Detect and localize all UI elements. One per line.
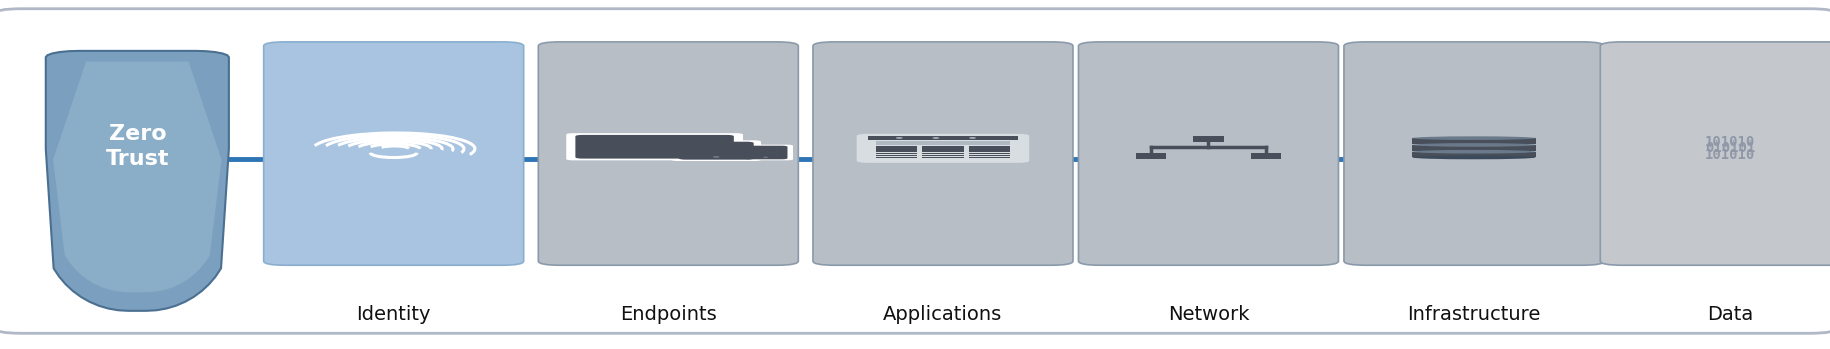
- Bar: [1411, 145, 1535, 151]
- Circle shape: [968, 137, 975, 139]
- Text: Zero
Trust: Zero Trust: [106, 124, 168, 169]
- Text: Infrastructure: Infrastructure: [1407, 305, 1539, 324]
- Ellipse shape: [1411, 143, 1535, 147]
- Bar: [968, 146, 1010, 152]
- Bar: [1250, 153, 1281, 159]
- FancyBboxPatch shape: [672, 140, 761, 161]
- FancyBboxPatch shape: [565, 133, 743, 160]
- FancyBboxPatch shape: [264, 42, 523, 265]
- Circle shape: [763, 157, 767, 158]
- FancyBboxPatch shape: [1343, 42, 1603, 265]
- Bar: [922, 154, 963, 155]
- FancyBboxPatch shape: [1078, 42, 1338, 265]
- FancyBboxPatch shape: [538, 42, 798, 265]
- Bar: [922, 155, 963, 156]
- Text: 101010: 101010: [1704, 134, 1755, 149]
- Text: 010101: 010101: [1704, 141, 1755, 155]
- Text: Data: Data: [1706, 305, 1753, 324]
- Polygon shape: [53, 61, 221, 292]
- FancyBboxPatch shape: [856, 134, 1028, 163]
- Circle shape: [931, 137, 939, 139]
- Bar: [968, 154, 1010, 155]
- Bar: [875, 154, 917, 155]
- FancyBboxPatch shape: [813, 42, 1072, 265]
- Circle shape: [712, 156, 719, 158]
- Text: 101010: 101010: [1704, 148, 1755, 162]
- Text: Endpoints: Endpoints: [620, 305, 716, 324]
- FancyBboxPatch shape: [575, 135, 734, 158]
- Bar: [875, 157, 917, 158]
- Polygon shape: [46, 51, 229, 311]
- Bar: [922, 157, 963, 158]
- Text: Applications: Applications: [882, 305, 1003, 324]
- Bar: [1411, 138, 1535, 144]
- Bar: [875, 146, 917, 152]
- FancyBboxPatch shape: [1599, 42, 1830, 265]
- Bar: [875, 141, 1010, 145]
- Ellipse shape: [1411, 136, 1535, 140]
- FancyBboxPatch shape: [743, 146, 787, 159]
- Bar: [1411, 152, 1535, 157]
- Bar: [1193, 136, 1222, 142]
- Ellipse shape: [1411, 156, 1535, 159]
- Bar: [1135, 153, 1166, 159]
- FancyBboxPatch shape: [0, 9, 1830, 333]
- FancyBboxPatch shape: [679, 142, 754, 159]
- Circle shape: [895, 137, 902, 139]
- Bar: [968, 155, 1010, 156]
- Ellipse shape: [1411, 150, 1535, 154]
- Bar: [875, 155, 917, 156]
- Text: Identity: Identity: [357, 305, 430, 324]
- Bar: [867, 136, 1017, 140]
- Bar: [922, 146, 963, 152]
- Bar: [968, 157, 1010, 158]
- Text: Network: Network: [1168, 305, 1248, 324]
- FancyBboxPatch shape: [737, 145, 792, 160]
